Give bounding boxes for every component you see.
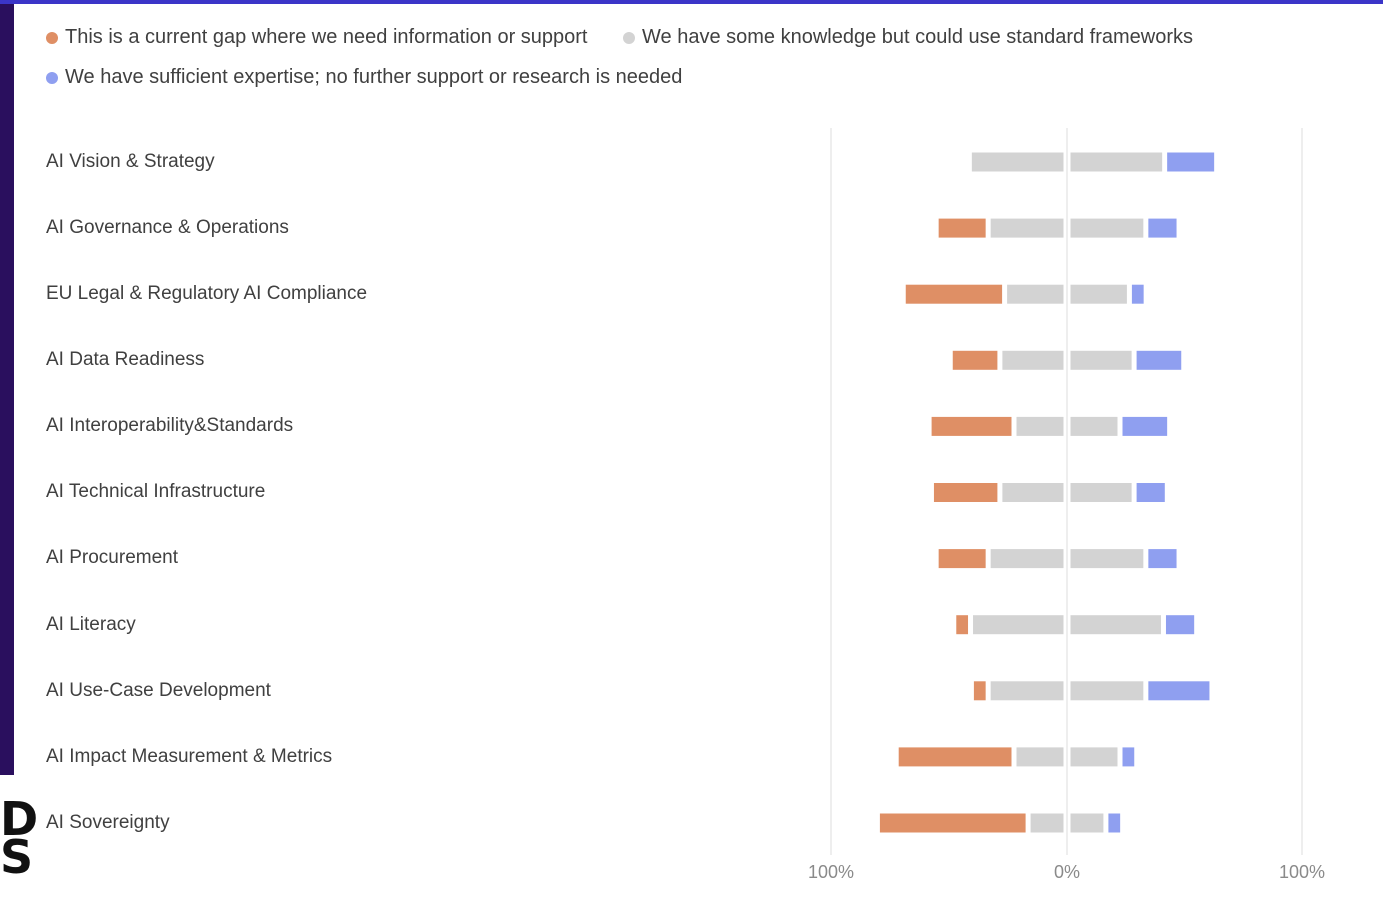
bar-gap [879,813,1026,833]
bar-sufficient [1122,416,1168,436]
bar-some-knowledge-right [1070,615,1161,635]
x-tick-label: 0% [1054,862,1080,882]
category-label: AI Governance & Operations [46,217,289,238]
bar-gap [938,549,986,569]
category-label: AI Use-Case Development [46,680,271,701]
bar-gap [898,747,1012,767]
bar-some-knowledge-left [1002,483,1064,502]
bar-sufficient [1165,615,1195,635]
bar-sufficient [1136,483,1165,502]
category-label: AI Vision & Strategy [46,151,215,172]
logo-backdrop [0,775,40,904]
category-label: AI Impact Measurement & Metrics [46,746,333,767]
bar-sufficient [1148,218,1177,238]
bar-gap [938,218,986,238]
bar-gap [952,350,998,370]
bar-sufficient [1148,681,1210,701]
bar-sufficient [1108,813,1121,833]
bar-some-knowledge-left [971,152,1064,172]
bar-some-knowledge-right [1070,483,1132,502]
category-label: AI Sovereignty [46,812,170,833]
bar-gap [931,416,1012,436]
category-label: AI Procurement [46,547,178,568]
legend-label-some-knowledge: We have some knowledge but could use sta… [642,26,1194,48]
bar-some-knowledge-left [990,218,1064,238]
bar-some-knowledge-left [1016,747,1064,767]
category-label: AI Interoperability&Standards [46,415,294,436]
category-label: AI Literacy [46,614,136,635]
bar-some-knowledge-left [990,549,1064,569]
bar-gap [933,483,998,502]
bar-sufficient [1131,284,1144,304]
category-label: AI Technical Infrastructure [46,481,266,502]
bar-some-knowledge-left [1016,416,1064,436]
bar-some-knowledge-right [1070,747,1118,767]
bar-gap [956,615,969,635]
x-tick-label: 100% [1279,862,1325,882]
category-label: EU Legal & Regulatory AI Compliance [46,283,368,304]
bar-sufficient [1148,549,1177,569]
bar-some-knowledge-left [1030,813,1064,833]
category-label: AI Data Readiness [46,349,205,370]
bar-some-knowledge-right [1070,350,1132,370]
bar-some-knowledge-left [973,615,1064,635]
bar-gap [905,284,1003,304]
bar-some-knowledge-right [1070,813,1104,833]
bar-some-knowledge-right [1070,681,1144,701]
legend-item-gap: This is a current gap where we need info… [46,26,588,49]
bar-some-knowledge-right [1070,416,1118,436]
bar-some-knowledge-right [1070,152,1163,172]
bar-some-knowledge-left [1002,350,1064,370]
legend-label-sufficient: We have sufficient expertise; no further… [65,66,683,88]
bar-gap [973,681,986,701]
bar-sufficient [1136,350,1182,370]
bar-some-knowledge-right [1070,218,1144,238]
legend-dot-gap [46,31,58,44]
legend-item-sufficient: We have sufficient expertise; no further… [46,66,682,89]
legend-label-gap: This is a current gap where we need info… [65,26,588,48]
bar-some-knowledge-right [1070,284,1127,304]
bar-some-knowledge-left [990,681,1064,701]
bar-some-knowledge-left [1007,284,1064,304]
bar-some-knowledge-right [1070,549,1144,569]
bar-sufficient [1122,747,1135,767]
x-tick-label: 100% [808,862,854,882]
bar-sufficient [1167,152,1215,172]
window-top-strip [0,0,1383,4]
legend-dot-sufficient [46,71,58,84]
legend-dot-some-knowledge [623,31,635,44]
legend-item-some-knowledge: We have some knowledge but could use sta… [623,26,1193,49]
